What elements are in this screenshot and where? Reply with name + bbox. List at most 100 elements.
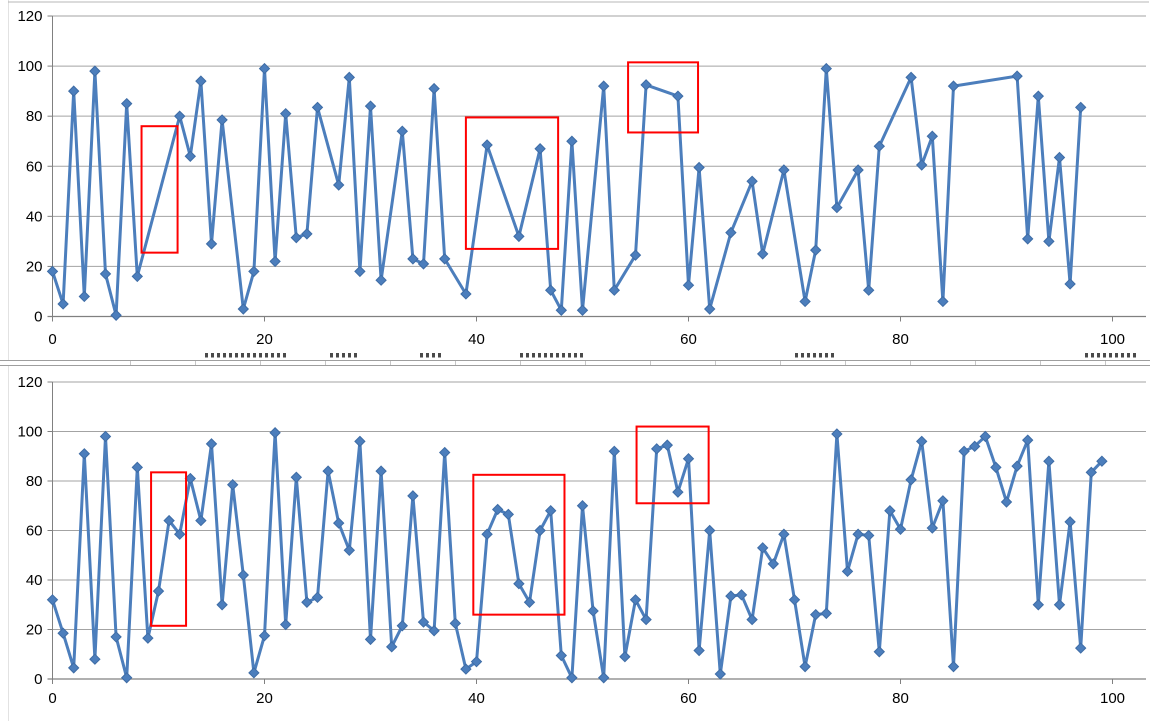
data-point-marker[interactable] (513, 230, 525, 243)
data-point-marker[interactable] (756, 542, 769, 554)
data-point-marker[interactable] (852, 528, 864, 540)
data-point-marker[interactable] (703, 303, 716, 315)
data-point-marker[interactable] (1021, 233, 1034, 245)
data-point-marker[interactable] (131, 461, 144, 474)
data-point-marker[interactable] (438, 253, 451, 265)
data-point-marker[interactable] (396, 125, 409, 137)
data-point-marker[interactable] (820, 607, 833, 620)
data-point-marker[interactable] (756, 248, 769, 260)
data-point-marker[interactable] (746, 175, 758, 187)
data-point-marker[interactable] (407, 490, 419, 502)
data-point-marker[interactable] (184, 150, 197, 162)
data-point-marker[interactable] (163, 514, 175, 527)
data-point-marker[interactable] (544, 284, 557, 296)
data-point-marker[interactable] (99, 268, 112, 280)
data-point-marker[interactable] (873, 140, 886, 152)
data-point-marker[interactable] (279, 107, 292, 120)
data-point-marker[interactable] (1064, 516, 1076, 528)
data-point-marker[interactable] (470, 655, 483, 668)
highlight-box-1[interactable] (150, 471, 188, 627)
data-point-marker[interactable] (195, 75, 207, 87)
highlight-box-1[interactable] (140, 125, 179, 254)
data-point-marker[interactable] (332, 517, 345, 529)
data-point-marker[interactable] (693, 161, 705, 174)
data-point-marker[interactable] (608, 445, 621, 458)
data-point-marker[interactable] (354, 435, 366, 448)
data-point-marker[interactable] (714, 668, 727, 680)
data-point-marker[interactable] (311, 591, 324, 604)
data-point-marker[interactable] (57, 627, 69, 639)
data-point-marker[interactable] (799, 295, 811, 308)
data-point-marker[interactable] (226, 479, 239, 491)
data-point-marker[interactable] (937, 495, 949, 507)
data-point-marker[interactable] (142, 632, 154, 644)
data-point-marker[interactable] (438, 446, 451, 459)
data-point-marker[interactable] (820, 62, 833, 75)
data-point-marker[interactable] (640, 79, 652, 91)
data-point-marker[interactable] (57, 298, 69, 310)
data-point-marker[interactable] (301, 228, 313, 240)
data-point-marker[interactable] (290, 231, 303, 244)
data-point-marker[interactable] (1032, 599, 1045, 611)
data-point-marker[interactable] (597, 672, 610, 684)
data-point-marker[interactable] (693, 644, 705, 657)
data-point-marker[interactable] (608, 284, 621, 296)
data-point-marker[interactable] (396, 620, 409, 632)
data-point-marker[interactable] (513, 578, 525, 590)
data-point-marker[interactable] (491, 503, 504, 516)
data-point-marker[interactable] (354, 265, 366, 278)
data-point-marker[interactable] (322, 465, 334, 477)
data-point-marker[interactable] (682, 453, 695, 465)
data-point-marker[interactable] (173, 110, 186, 122)
data-point-marker[interactable] (502, 508, 515, 521)
data-point-marker[interactable] (364, 633, 377, 646)
data-point-marker[interactable] (1074, 642, 1087, 654)
data-point-marker[interactable] (926, 130, 939, 142)
data-point-marker[interactable] (301, 596, 313, 608)
data-point-marker[interactable] (78, 448, 91, 460)
data-point-marker[interactable] (1064, 278, 1076, 290)
data-point-marker[interactable] (258, 629, 271, 642)
data-point-marker[interactable] (650, 443, 663, 455)
data-point-marker[interactable] (1074, 101, 1087, 114)
data-point-marker[interactable] (248, 667, 260, 679)
data-point-marker[interactable] (725, 590, 737, 602)
data-point-marker[interactable] (597, 80, 610, 92)
data-point-marker[interactable] (947, 660, 960, 673)
data-point-marker[interactable] (884, 504, 896, 517)
data-point-marker[interactable] (534, 524, 546, 537)
data-point-marker[interactable] (915, 435, 928, 448)
data-point-marker[interactable] (640, 613, 652, 626)
data-point-marker[interactable] (46, 265, 59, 278)
data-point-marker[interactable] (364, 100, 377, 112)
data-point-marker[interactable] (481, 528, 493, 540)
data-point-marker[interactable] (78, 290, 91, 303)
data-point-marker[interactable] (841, 565, 854, 578)
highlight-box-2[interactable] (472, 473, 566, 616)
data-point-marker[interactable] (1053, 151, 1066, 164)
data-point-marker[interactable] (428, 82, 440, 95)
data-point-marker[interactable] (576, 304, 589, 316)
data-point-marker[interactable] (862, 284, 875, 296)
data-point-marker[interactable] (258, 62, 271, 75)
data-point-marker[interactable] (1085, 466, 1098, 479)
data-point-marker[interactable] (460, 663, 472, 675)
data-point-marker[interactable] (1000, 496, 1013, 508)
highlight-box-3[interactable] (635, 425, 710, 505)
data-point-marker[interactable] (778, 528, 790, 540)
data-point-marker[interactable] (269, 427, 281, 439)
data-point-marker[interactable] (905, 71, 917, 84)
data-point-marker[interactable] (1021, 434, 1034, 446)
data-point-marker[interactable] (152, 585, 165, 597)
data-point-marker[interactable] (544, 504, 557, 517)
data-point-marker[interactable] (216, 114, 228, 126)
data-point-marker[interactable] (905, 474, 917, 486)
data-point-marker[interactable] (894, 523, 907, 535)
data-point-marker[interactable] (248, 265, 260, 278)
data-point-marker[interactable] (481, 139, 493, 151)
data-point-marker[interactable] (682, 279, 695, 291)
data-point-marker[interactable] (862, 529, 875, 542)
data-point-marker[interactable] (915, 159, 928, 171)
data-point-marker[interactable] (46, 594, 59, 606)
data-point-marker[interactable] (237, 303, 250, 315)
